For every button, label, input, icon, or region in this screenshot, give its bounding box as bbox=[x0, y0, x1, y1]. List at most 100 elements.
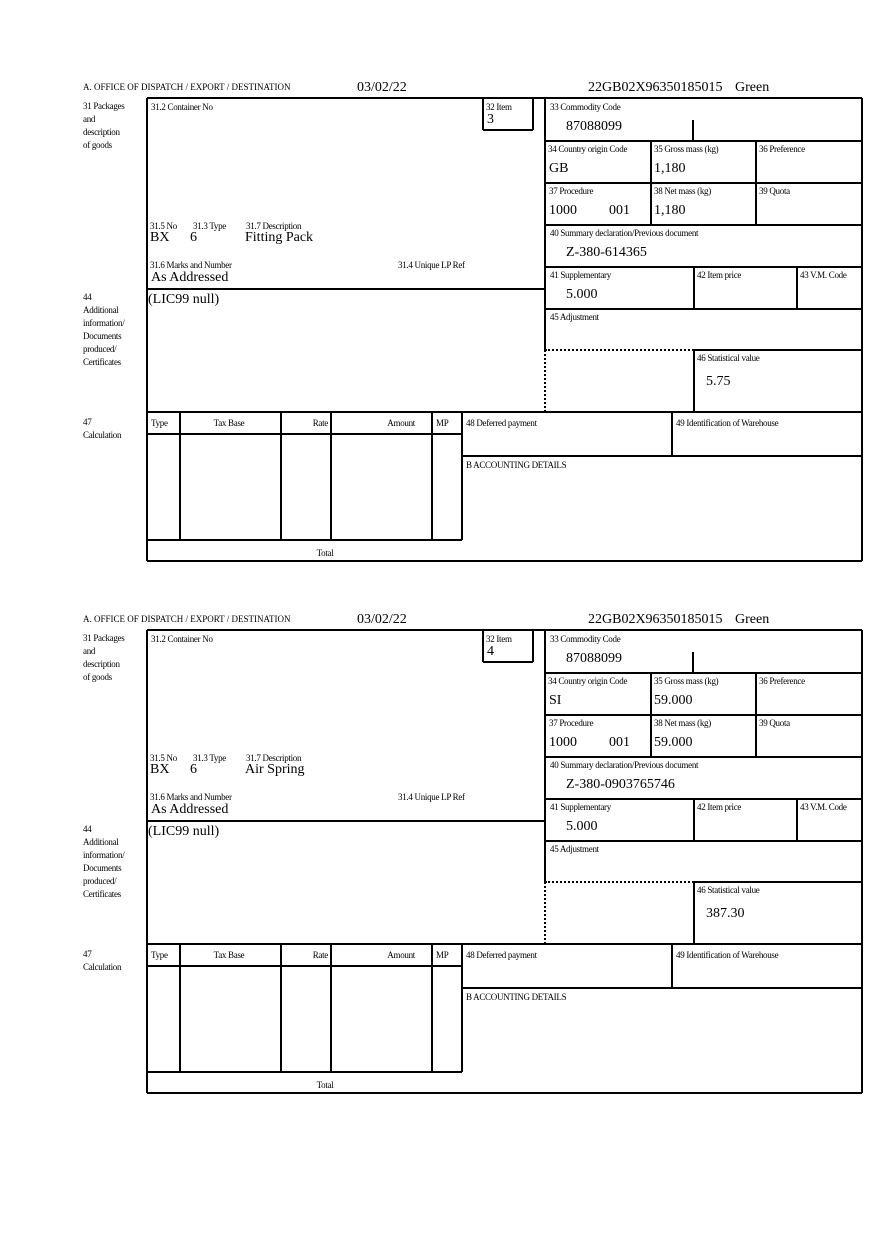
form-rule bbox=[462, 987, 862, 989]
form-rule bbox=[545, 308, 862, 310]
procedure-label: 37 Procedure bbox=[549, 718, 594, 728]
additional-info-label: Documents bbox=[83, 863, 122, 873]
form-rule bbox=[461, 944, 463, 1072]
calc-col-tax-base: Tax Base bbox=[213, 418, 245, 428]
quota-label: 39 Quota bbox=[759, 718, 790, 728]
form-rule bbox=[694, 349, 862, 351]
item-price-label: 42 Item price bbox=[697, 802, 742, 812]
additional-info-label: information/ bbox=[83, 318, 125, 328]
description-label: 31.7 Description bbox=[246, 221, 302, 231]
summary-declaration-label: 40 Summary declaration/Previous document bbox=[550, 760, 699, 770]
country-origin-value: GB bbox=[549, 161, 569, 176]
form-rule bbox=[692, 120, 694, 141]
marks-label: 31.6 Marks and Number bbox=[150, 260, 232, 270]
item-number: 4 bbox=[487, 644, 494, 659]
dotted-rule bbox=[545, 881, 694, 883]
statistical-value-label: 46 Statistical value bbox=[697, 353, 760, 363]
package-no: BX bbox=[150, 762, 170, 777]
previous-document-value: Z-380-614365 bbox=[566, 245, 647, 260]
calc-col-mp: MP bbox=[436, 950, 449, 960]
form-rule bbox=[545, 798, 862, 800]
calc-col-amount: Amount bbox=[387, 950, 415, 960]
commodity-code-label: 33 Commodity Code bbox=[550, 102, 621, 112]
form-rule bbox=[532, 98, 534, 130]
form-rule bbox=[796, 267, 798, 309]
accounting-details-label: B ACCOUNTING DETAILS bbox=[466, 460, 567, 470]
form-rule bbox=[179, 412, 181, 540]
form-rule bbox=[461, 412, 463, 540]
goods-description: Air Spring bbox=[245, 762, 305, 777]
supplementary-label: 41 Supplementary bbox=[550, 270, 611, 280]
description-label: 31.7 Description bbox=[246, 753, 302, 763]
form-rule bbox=[146, 98, 148, 561]
declaration-reference: 22GB02X96350185015 bbox=[588, 612, 723, 627]
gross-mass-value: 59.000 bbox=[654, 693, 693, 708]
gross-mass-value: 1,180 bbox=[654, 161, 686, 176]
form-rule bbox=[462, 455, 862, 457]
warehouse-label: 49 Identification of Warehouse bbox=[676, 950, 779, 960]
route-status: Green bbox=[735, 80, 770, 95]
accounting-details-label: B ACCOUNTING DETAILS bbox=[466, 992, 567, 1002]
warehouse-label: 49 Identification of Warehouse bbox=[676, 418, 779, 428]
item-price-label: 42 Item price bbox=[697, 270, 742, 280]
calculation-label: Calculation bbox=[83, 962, 122, 972]
form-rule bbox=[482, 98, 484, 130]
form-rule bbox=[280, 412, 282, 540]
declaration-date: 03/02/22 bbox=[357, 612, 407, 627]
supplementary-label: 41 Supplementary bbox=[550, 802, 611, 812]
calc-col-rate: Rate bbox=[312, 950, 329, 960]
form-rule bbox=[147, 820, 545, 822]
marks-value: As Addressed bbox=[151, 270, 229, 285]
goods-description: Fitting Pack bbox=[245, 230, 314, 245]
form-rule bbox=[431, 944, 433, 1072]
package-type: 6 bbox=[190, 762, 197, 777]
form-rule bbox=[147, 411, 862, 413]
form-rule bbox=[147, 629, 862, 631]
form-rule bbox=[545, 672, 862, 674]
form-rule bbox=[694, 881, 862, 883]
marks-value: As Addressed bbox=[151, 802, 229, 817]
route-status: Green bbox=[735, 612, 770, 627]
no-label: 31.5 No bbox=[150, 221, 177, 231]
net-mass-label: 38 Net mass (kg) bbox=[654, 718, 711, 728]
dotted-rule bbox=[544, 882, 546, 944]
form-rule bbox=[545, 182, 862, 184]
form-rule bbox=[147, 965, 462, 967]
additional-info-label: information/ bbox=[83, 850, 125, 860]
calc-col-mp: MP bbox=[436, 418, 449, 428]
form-rule bbox=[545, 224, 862, 226]
adjustment-label: 45 Adjustment bbox=[550, 844, 599, 854]
supplementary-value: 5.000 bbox=[566, 819, 598, 834]
form-rule bbox=[179, 944, 181, 1072]
form-rule bbox=[147, 539, 462, 541]
form-rule bbox=[431, 412, 433, 540]
form-rule bbox=[147, 943, 862, 945]
form-rule bbox=[147, 288, 545, 290]
form-rule bbox=[796, 799, 798, 841]
packages-label: 31 Packages bbox=[83, 101, 125, 111]
packages-label: and bbox=[83, 114, 96, 124]
statistical-value-label: 46 Statistical value bbox=[697, 885, 760, 895]
additional-info-label: Documents bbox=[83, 331, 122, 341]
additional-info-label: produced/ bbox=[83, 344, 117, 354]
net-mass-value: 59.000 bbox=[654, 735, 693, 750]
unique-lp-ref-label: 31.4 Unique LP Ref bbox=[398, 792, 465, 802]
no-label: 31.5 No bbox=[150, 753, 177, 763]
declaration-item-block: A. OFFICE OF DISPATCH / EXPORT / DESTINA… bbox=[0, 80, 882, 580]
form-rule bbox=[147, 1092, 862, 1094]
form-rule bbox=[482, 630, 484, 662]
container-no-label: 31.2 Container No bbox=[151, 634, 213, 644]
procedure-value: 1000 bbox=[549, 203, 577, 218]
additional-info-label: Certificates bbox=[83, 357, 121, 367]
form-rule bbox=[280, 944, 282, 1072]
preference-label: 36 Preference bbox=[759, 676, 805, 686]
previous-document-value: Z-380-0903765746 bbox=[566, 777, 675, 792]
procedure-code-value: 001 bbox=[609, 735, 630, 750]
deferred-payment-label: 48 Deferred payment bbox=[466, 950, 537, 960]
form-rule bbox=[693, 267, 695, 309]
calc-col-rate: Rate bbox=[312, 418, 329, 428]
supplementary-value: 5.000 bbox=[566, 287, 598, 302]
form-rule bbox=[330, 944, 332, 1072]
form-rule bbox=[692, 652, 694, 673]
country-origin-label: 34 Country origin Code bbox=[548, 144, 628, 154]
